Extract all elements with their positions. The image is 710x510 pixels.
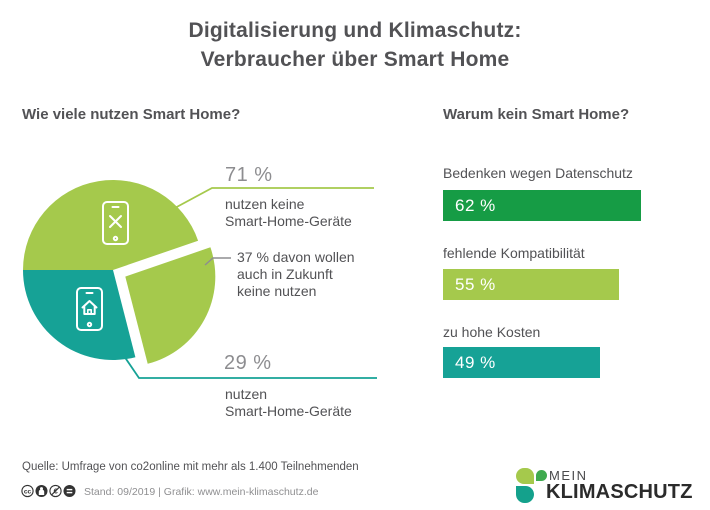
nd-equals-icon	[63, 485, 76, 497]
bar-value-kosten: 49 %	[455, 352, 496, 372]
bar-label-datenschutz: Bedenken wegen Datenschutz	[443, 165, 633, 181]
bar-datenschutz: 62 %	[443, 190, 642, 221]
pie-label-no: nutzen keine Smart-Home-Geräte	[225, 196, 352, 229]
bar-kompatibilitaet: 55 %	[443, 269, 619, 300]
pie-chart	[22, 179, 216, 364]
mein-klimaschutz-logo: MEIN KLIMASCHUTZ	[516, 466, 698, 506]
logo-word-klimaschutz: KLIMASCHUTZ	[546, 481, 693, 503]
pie-slice-no-smarthome	[22, 179, 199, 270]
pie-section-heading: Wie viele nutzen Smart Home?	[22, 106, 241, 123]
pie-value-29: 29 %	[224, 352, 272, 374]
bar-kosten: 49 %	[443, 347, 600, 378]
phone-x-icon	[102, 201, 129, 245]
cc-license-icons: cc €	[21, 484, 76, 498]
bar-value-kompatibilitaet: 55 %	[455, 274, 496, 294]
nc-euro-icon: €	[49, 484, 62, 498]
page-title-line2: Verbraucher über Smart Home	[200, 48, 510, 71]
bar-section-heading: Warum kein Smart Home?	[443, 106, 630, 123]
by-person-icon	[35, 485, 48, 497]
logo-leaf-teal	[516, 486, 534, 503]
pie-slice-exploded-no-future	[125, 247, 216, 364]
cc-icon: cc	[21, 484, 34, 498]
bar-label-kompatibilitaet: fehlende Kompatibilität	[443, 245, 585, 261]
meta-text: Stand: 09/2019 | Grafik: www.mein-klimas…	[84, 486, 319, 498]
bar-value-datenschutz: 62 %	[455, 195, 496, 215]
logo-leaf-green	[536, 470, 547, 481]
logo-word-mein: MEIN	[549, 468, 588, 483]
pie-label-yes: nutzen Smart-Home-Geräte	[225, 386, 352, 419]
bar-label-kosten: zu hohe Kosten	[443, 324, 541, 340]
phone-home-icon	[76, 287, 103, 331]
svg-text:cc: cc	[24, 488, 32, 495]
page-title: Digitalisierung und Klimaschutz: Verbrau…	[0, 16, 710, 74]
source-text: Quelle: Umfrage von co2online mit mehr a…	[22, 461, 359, 473]
page-title-line1: Digitalisierung und Klimaschutz:	[188, 19, 522, 42]
logo-leaf-light-green	[516, 468, 534, 484]
pie-value-71: 71 %	[225, 164, 273, 186]
pie-label-sub-wedge: 37 % davon wollen auch in Zukunft keine …	[237, 249, 355, 299]
pie-slice-uses-smarthome	[22, 270, 136, 361]
